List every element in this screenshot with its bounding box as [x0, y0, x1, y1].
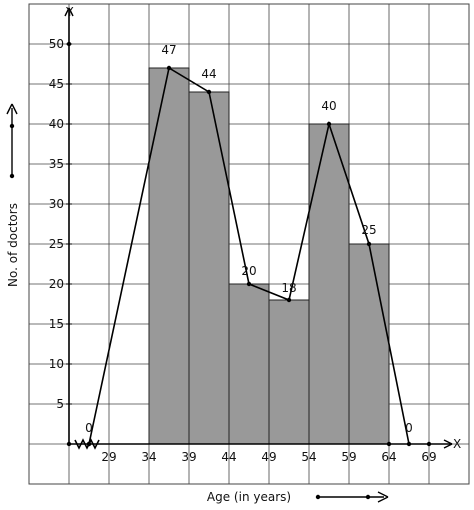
polygon-point [86, 441, 92, 447]
polygon-point [406, 441, 412, 447]
data-label: 18 [281, 281, 296, 295]
data-label: 40 [321, 99, 336, 113]
x-axis-arrow-icon [443, 439, 453, 449]
polygon-point [206, 89, 212, 95]
polygon-point [286, 297, 292, 303]
y-axis-title: No. of doctors [6, 203, 20, 287]
y-tick-label: 25 [49, 237, 64, 251]
y-tick-label: 45 [49, 77, 64, 91]
y-tick-label: 40 [49, 117, 64, 131]
histogram-bar [148, 67, 190, 445]
axis-dot [426, 441, 432, 447]
histogram-bar [268, 299, 310, 445]
data-label: 47 [161, 43, 176, 57]
polygon-point [246, 281, 252, 287]
x-axis-name: X [453, 437, 461, 451]
x-tick-label: 29 [101, 450, 116, 464]
arrow-dot [365, 494, 371, 500]
y-tick-label: 10 [49, 357, 64, 371]
histogram-bar [348, 243, 390, 445]
x-tick-label: 39 [181, 450, 196, 464]
arrow-dot [9, 123, 15, 129]
data-label: 20 [241, 264, 256, 278]
y-axis-arrow-icon [64, 7, 74, 17]
x-tick-label: 59 [341, 450, 356, 464]
y-tick-label: 20 [49, 277, 64, 291]
data-label: 0 [85, 421, 93, 435]
y-tick-label: 30 [49, 197, 64, 211]
right-arrow-head-icon [377, 491, 389, 503]
axis-break-zigzag-icon [74, 438, 100, 450]
y-tick-label: 35 [49, 157, 64, 171]
y-tick-label: 50 [49, 37, 64, 51]
axis-dot [66, 441, 72, 447]
y-tick-label: 15 [49, 317, 64, 331]
histogram-bars [148, 67, 390, 445]
polygon-point [166, 65, 172, 71]
frequency-polygon-line [88, 66, 410, 445]
x-tick-label: 64 [381, 450, 396, 464]
y-axis-name: Y [65, 5, 74, 19]
y-tick-label: 5 [56, 397, 64, 411]
x-axis-title: Age (in years) [207, 490, 291, 504]
axes [64, 7, 453, 450]
labels: 5 10 15 20 25 30 35 40 45 50 29 34 39 44 49 54 59 64 69 0 47… [49, 37, 437, 464]
data-label: 44 [201, 67, 216, 81]
frequency-polygon [86, 65, 412, 447]
x-tick-label: 34 [141, 450, 156, 464]
arrow-dot [9, 173, 15, 179]
polygon-point [366, 241, 372, 247]
x-tick-label: 69 [421, 450, 436, 464]
arrow-decorations [6, 103, 389, 503]
x-tick-label: 49 [261, 450, 276, 464]
histogram-bar [228, 283, 270, 445]
x-tick-label: 54 [301, 450, 316, 464]
axis-dot [386, 441, 392, 447]
polygon-point [326, 121, 332, 127]
histogram-bar [188, 91, 230, 445]
data-label: 25 [361, 223, 376, 237]
x-tick-label: 44 [221, 450, 236, 464]
data-label: 0 [405, 421, 413, 435]
up-arrow-head-icon [6, 103, 18, 115]
arrow-dot [315, 494, 321, 500]
histogram-bar [308, 123, 350, 445]
